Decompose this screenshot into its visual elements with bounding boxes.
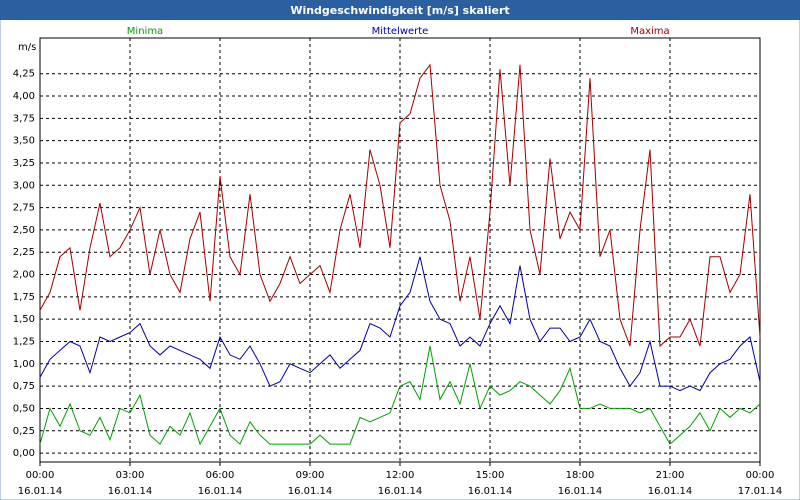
title-bar — [0, 0, 800, 20]
x-tick-label: 15:00 — [476, 470, 505, 481]
x-tick-label: 09:00 — [296, 470, 325, 481]
x-tick-label: 03:00 — [116, 470, 145, 481]
x-tick-date: 16.01.14 — [108, 486, 153, 497]
x-tick-date: 17.01.14 — [738, 486, 783, 497]
y-tick-label: 1,00 — [13, 359, 35, 370]
x-tick-date: 16.01.14 — [198, 486, 243, 497]
y-tick-label: 0,50 — [13, 403, 35, 414]
y-tick-label: 2,75 — [13, 203, 35, 214]
y-tick-label: 3,00 — [13, 180, 35, 191]
y-tick-label: 3,25 — [13, 158, 35, 169]
y-tick-label: 2,25 — [13, 247, 35, 258]
y-tick-label: 0,75 — [13, 381, 35, 392]
x-tick-date: 16.01.14 — [288, 486, 333, 497]
x-tick-date: 16.01.14 — [468, 486, 513, 497]
series-line — [39, 256, 761, 392]
y-tick-label: 1,25 — [13, 336, 35, 347]
y-tick-label: 1,75 — [13, 292, 35, 303]
y-tick-label: 0,00 — [13, 448, 35, 459]
x-tick-label: 12:00 — [386, 470, 415, 481]
y-axis-label: m/s — [18, 42, 36, 53]
legend-label: Minima — [127, 26, 163, 37]
x-tick-date: 16.01.14 — [558, 486, 603, 497]
y-tick-label: 4,25 — [13, 69, 35, 80]
legend-label: Maxima — [630, 26, 669, 37]
x-tick-label: 18:00 — [566, 470, 595, 481]
x-tick-label: 06:00 — [206, 470, 235, 481]
x-tick-date: 16.01.14 — [648, 486, 693, 497]
y-tick-label: 3,75 — [13, 113, 35, 124]
y-tick-label: 2,50 — [13, 225, 35, 236]
x-tick-date: 16.01.14 — [378, 486, 423, 497]
y-tick-label: 1,50 — [13, 314, 35, 325]
y-tick-label: 4,00 — [13, 91, 35, 102]
x-tick-label: 21:00 — [656, 470, 685, 481]
series-line — [39, 345, 761, 446]
x-tick-label: 00:00 — [746, 470, 775, 481]
x-tick-label: 00:00 — [26, 470, 55, 481]
series-line — [39, 63, 761, 348]
y-tick-label: 3,50 — [13, 136, 35, 147]
y-tick-label: 2,00 — [13, 270, 35, 281]
y-tick-label: 0,25 — [13, 426, 35, 437]
chart-title: Windgeschwindigkeit [m/s] skaliert — [290, 4, 509, 17]
legend-label: Mittelwerte — [372, 26, 429, 37]
x-tick-date: 16.01.14 — [18, 486, 63, 497]
